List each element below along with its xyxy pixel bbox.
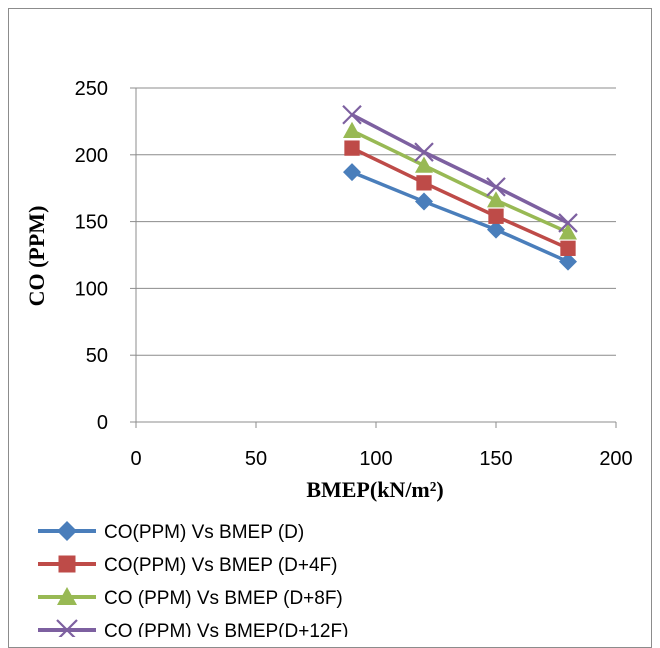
series-2-line [351,129,569,234]
series-2-point-2 [487,191,505,208]
series-1-point-3 [560,240,576,256]
series-0-point-1 [415,192,433,211]
series-3 [342,104,578,233]
series-1 [344,140,576,256]
series-2 [343,121,577,240]
series-3-point-0 [342,104,362,125]
x-tick-label-1: 50 [245,448,267,470]
series-1-point-1 [416,175,432,191]
series-0 [343,163,577,271]
y-tick-label-4: 200 [75,145,108,167]
legend-swatch-marker-1 [58,555,76,573]
legend-item-2: CO (PPM) Vs BMEP (D+8F) [38,587,343,609]
gridlines [136,87,616,356]
series-2-point-3 [559,223,577,240]
series-0-point-2 [487,220,505,239]
series-3-line [351,113,569,225]
series-0-point-3 [559,252,577,271]
legend-item-0: CO(PPM) Vs BMEP (D) [38,521,304,543]
y-tick-label-2: 100 [75,278,108,300]
legend-item-3: CO (PPM) Vs BMEP(D+12F) [38,619,348,637]
legend-label-1: CO(PPM) Vs BMEP (D+4F) [104,555,337,576]
y-tick-label-3: 150 [75,212,108,234]
chart-frame [8,8,652,648]
legend-label-0: CO(PPM) Vs BMEP (D) [104,522,304,543]
x-axis-title: BMEP(kN/m²) [306,477,443,502]
axes [130,87,617,428]
series-3-point-2-stroke-b [486,177,506,197]
series-group [342,104,578,271]
y-tick-label-5: 250 [75,78,108,100]
series-3-point-2 [486,177,506,197]
x-tick-label-3: 150 [479,448,512,470]
y-tick-label-1: 50 [86,345,108,367]
series-1-line [351,146,569,250]
series-3-point-3-stroke-b [558,213,578,233]
legend-swatch-marker-2 [57,587,77,605]
series-0-line [351,170,569,264]
x-tick-label-2: 100 [359,448,392,470]
legend: CO(PPM) Vs BMEP (D) CO(PPM) Vs BMEP (D+4F… [38,521,348,637]
series-1-point-2 [488,208,504,224]
x-tick-label-0: 0 [130,448,141,470]
y-tick-labels: 0 50 100 150 200 250 [75,78,108,434]
series-0-point-0 [343,163,361,182]
legend-label-3: CO (PPM) Vs BMEP(D+12F) [104,621,348,637]
y-axis-title: CO (PPM) [24,206,49,307]
legend-swatch-marker-0 [57,521,77,541]
series-3-point-1 [414,142,434,162]
series-2-point-1 [415,156,433,173]
series-3-point-0-stroke-b [342,104,362,125]
legend-item-1: CO(PPM) Vs BMEP (D+4F) [38,555,337,576]
series-3-point-3 [558,213,578,233]
x-tick-labels: 0 50 100 150 200 [130,448,632,470]
legend-label-2: CO (PPM) Vs BMEP (D+8F) [104,588,343,609]
series-2-point-0 [343,121,361,138]
series-1-point-0 [344,140,360,156]
series-3-point-1-stroke-b [414,142,434,162]
y-tick-label-0: 0 [97,412,108,434]
x-tick-label-4: 200 [599,448,632,470]
